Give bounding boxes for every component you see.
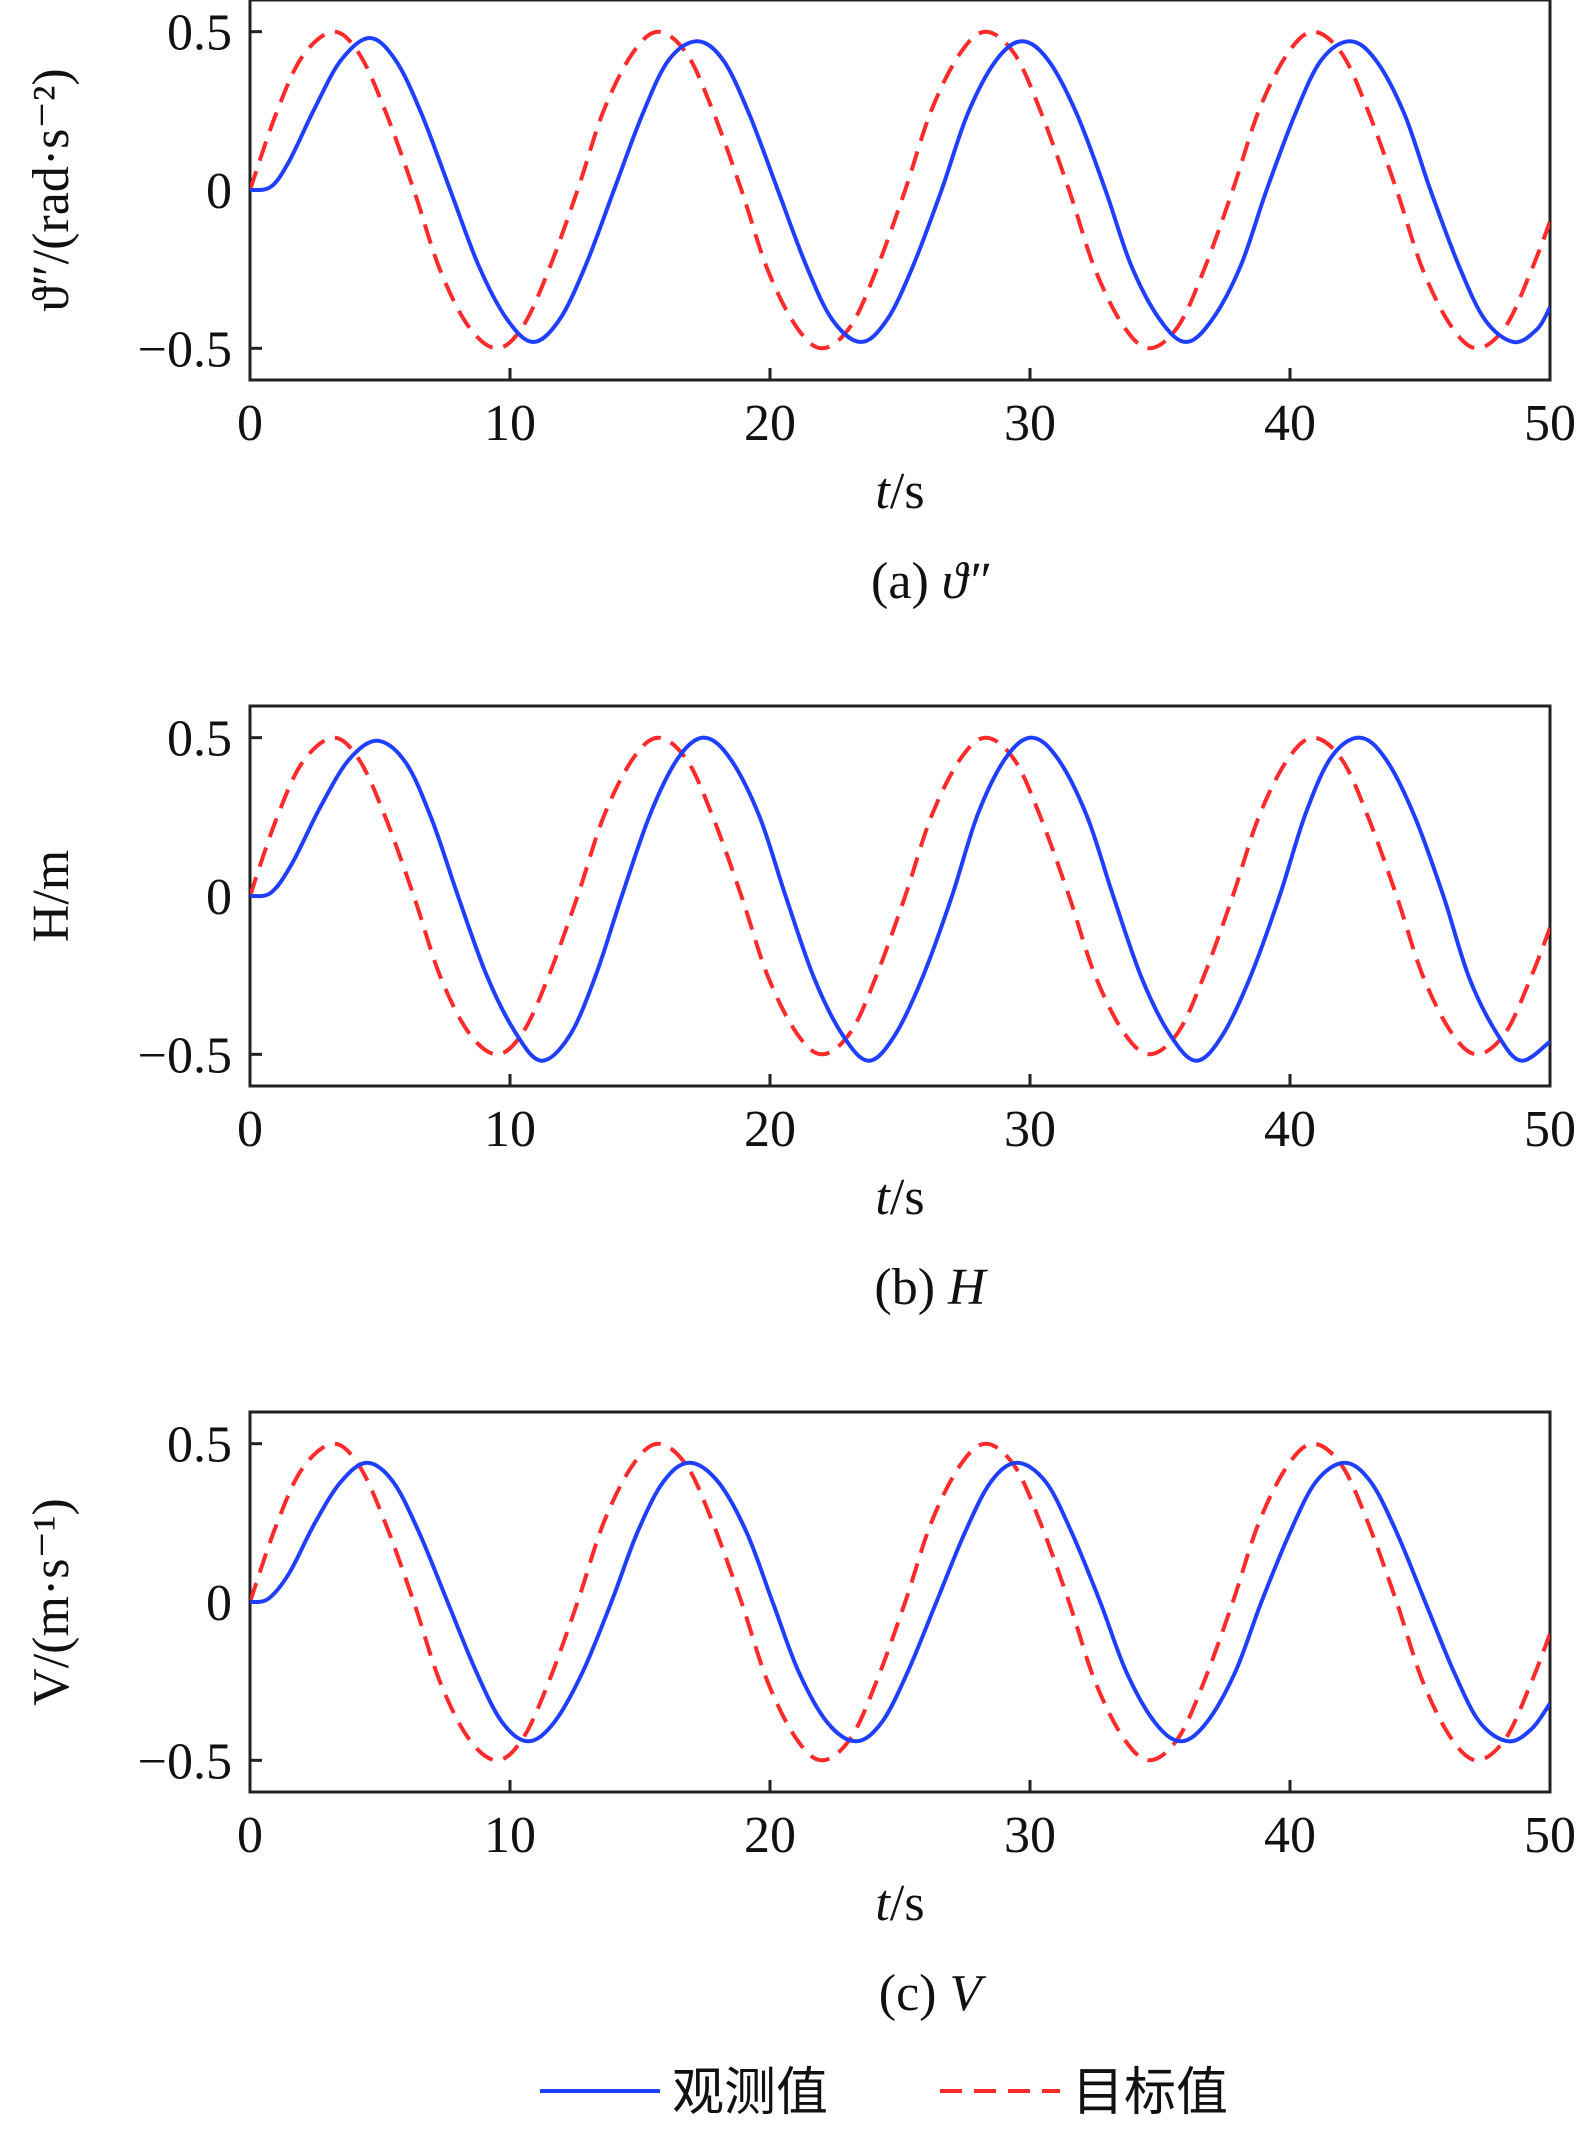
y-tick-label: 0.5 [167, 711, 232, 768]
caption-symbol: V [949, 1965, 986, 2022]
x-tick-label: 30 [1004, 395, 1056, 452]
chart-panel-a: 0 10 20 30 40 500.50−0.5t/sϑ″/(rad·s⁻²)(a) ϑ″ [23, 0, 1576, 610]
x-tick-label: 20 [744, 1807, 796, 1864]
plot-frame [248, 0, 1552, 382]
x-tick-label: 0 [237, 395, 263, 452]
x-tick-label: 40 [1264, 1101, 1316, 1158]
caption-prefix: (b) [874, 1259, 948, 1316]
x-axis-var: t [875, 463, 891, 520]
x-axis-label: t/s [875, 1875, 924, 1932]
x-axis-label: t/s [875, 463, 924, 520]
y-tick-label: −0.5 [138, 321, 232, 378]
y-tick-label: 0 [206, 163, 232, 220]
x-tick-label: 20 [744, 395, 796, 452]
x-tick-label: 0 [237, 1807, 263, 1864]
x-tick-label: 0 [237, 1101, 263, 1158]
x-tick-label: 10 [484, 1807, 536, 1864]
legend: 观测值 目标值 [540, 2063, 1228, 2123]
plot-frame [248, 1410, 1552, 1794]
caption-symbol: H [947, 1259, 988, 1316]
series-line-target [250, 735, 1550, 1057]
x-axis-unit: /s [890, 1875, 925, 1932]
y-axis-label: H/m [23, 850, 80, 942]
x-tick-label: 50 [1524, 1807, 1576, 1864]
x-tick-label: 50 [1524, 1101, 1576, 1158]
x-tick-label: 20 [744, 1101, 796, 1158]
y-tick-label: 0 [206, 1575, 232, 1632]
y-tick-label: −0.5 [138, 1733, 232, 1790]
legend-label-target: 目标值 [1072, 2063, 1228, 2123]
x-tick-label: 30 [1004, 1101, 1056, 1158]
x-axis-var: t [875, 1875, 891, 1932]
y-tick-label: 0.5 [167, 1417, 232, 1474]
x-axis-unit: /s [890, 1169, 925, 1226]
panels: 0 10 20 30 40 500.50−0.5t/sϑ″/(rad·s⁻²)(a) ϑ″… [23, 0, 1576, 2022]
chart-panel-b: 0 10 20 30 40 500.50−0.5t/sH/m(b) H [23, 704, 1576, 1316]
caption-prefix: (c) [879, 1965, 950, 2022]
chart-panel-c: 0 10 20 30 40 500.50−0.5t/sV/(m·s⁻¹)(c) V [23, 1410, 1576, 2022]
series-line-target [250, 1441, 1550, 1763]
series-line-observed [250, 1460, 1550, 1744]
panel-caption: (c) V [879, 1965, 987, 2022]
x-tick-label: 30 [1004, 1807, 1056, 1864]
series-line-observed [250, 735, 1550, 1063]
x-axis-unit: /s [890, 463, 925, 520]
y-tick-label: −0.5 [138, 1027, 232, 1084]
x-tick-label: 10 [484, 1101, 536, 1158]
x-axis-var: t [875, 1169, 891, 1226]
series-line-target [250, 29, 1550, 351]
panel-caption: (b) H [874, 1259, 988, 1316]
x-tick-label: 40 [1264, 1807, 1316, 1864]
x-tick-label: 10 [484, 395, 536, 452]
x-axis-label: t/s [875, 1169, 924, 1226]
caption-symbol: ϑ″ [942, 553, 991, 610]
series-line-observed [250, 35, 1550, 345]
x-tick-label: 50 [1524, 395, 1576, 452]
legend-label-observed: 观测值 [672, 2063, 828, 2123]
caption-prefix: (a) [871, 553, 942, 610]
y-tick-label: 0.5 [167, 5, 232, 62]
y-axis-label: ϑ″/(rad·s⁻²) [23, 68, 80, 311]
x-tick-label: 40 [1264, 395, 1316, 452]
panel-caption: (a) ϑ″ [871, 553, 990, 610]
y-axis-label: V/(m·s⁻¹) [23, 1498, 80, 1706]
y-tick-label: 0 [206, 869, 232, 926]
